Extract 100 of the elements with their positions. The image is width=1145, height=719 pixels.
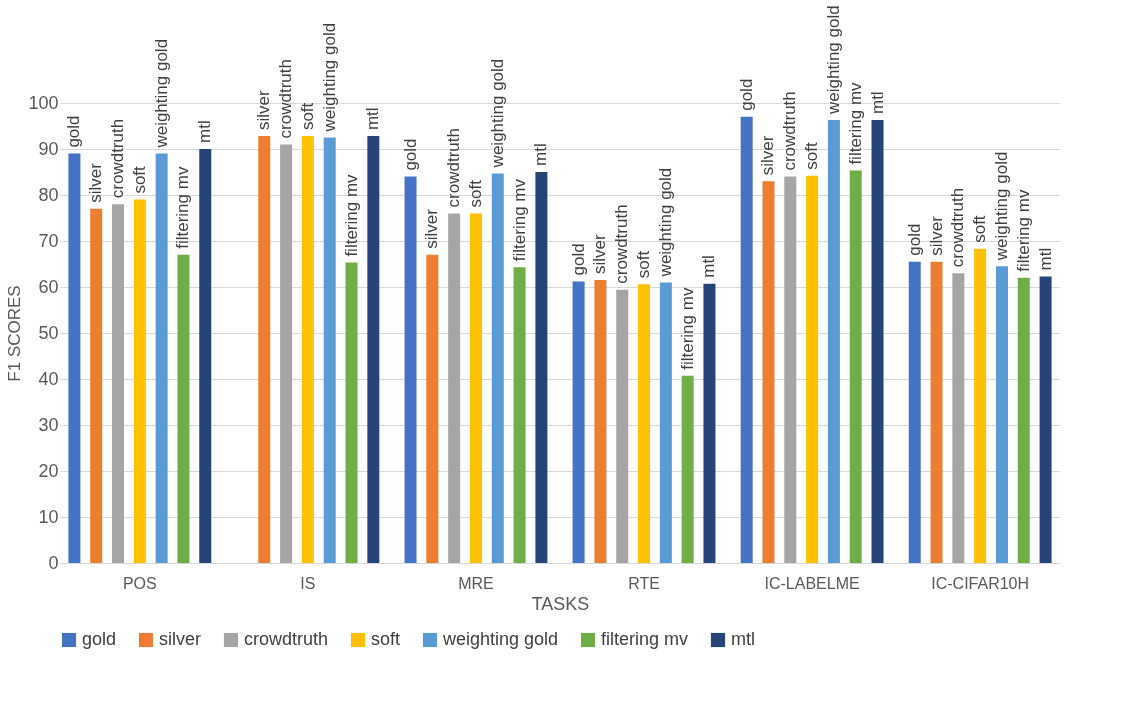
text: weighting gold — [991, 151, 1011, 261]
legend-label: soft — [371, 629, 401, 649]
y-tick-label: 90 — [38, 138, 59, 159]
text: weighting gold — [319, 22, 339, 132]
bar — [703, 283, 716, 563]
bar — [112, 204, 125, 563]
bar — [871, 120, 884, 563]
bar — [90, 208, 103, 563]
text: mtl — [195, 120, 215, 143]
text: soft — [129, 166, 149, 194]
legend-label: weighting gold — [442, 629, 559, 649]
text: mtl — [531, 143, 551, 166]
bar — [1039, 276, 1052, 563]
text: silver — [590, 234, 610, 275]
text: gold — [568, 243, 588, 276]
text: filtering mv — [173, 166, 193, 249]
bar — [535, 172, 548, 563]
bar — [638, 284, 651, 563]
bar — [784, 176, 797, 563]
bar — [258, 136, 271, 563]
text: filtering mv — [677, 287, 697, 370]
x-tick-label: IS — [300, 574, 316, 592]
bar — [908, 261, 921, 563]
text: gold — [904, 223, 924, 256]
x-tick-label: POS — [122, 574, 157, 592]
y-tick-label: 100 — [28, 92, 59, 113]
legend-label: silver — [159, 629, 202, 649]
bar — [1017, 277, 1030, 563]
bar — [68, 153, 81, 563]
bar — [849, 170, 862, 563]
text: mtl — [867, 91, 887, 115]
bar — [681, 375, 694, 563]
text: crowdtruth — [276, 59, 296, 139]
text: silver — [926, 216, 946, 256]
y-tick-label: 80 — [38, 184, 59, 205]
y-tick-label: 20 — [38, 460, 59, 481]
y-tick-label: 0 — [48, 552, 59, 573]
y-axis-title: F1 SCORES — [5, 285, 25, 382]
bar — [594, 280, 607, 563]
y-tick-label: 50 — [38, 322, 59, 343]
text: weighting gold — [151, 38, 171, 148]
text: gold — [736, 78, 756, 111]
text: soft — [634, 250, 654, 279]
text: mtl — [699, 255, 719, 278]
bar — [133, 199, 146, 563]
text: filtering mv — [1013, 189, 1033, 272]
bar — [301, 136, 314, 563]
bar — [404, 176, 417, 563]
text: weighting gold — [487, 58, 507, 168]
bar — [367, 136, 380, 563]
text: mtl — [363, 107, 383, 131]
text: soft — [802, 142, 822, 170]
bar — [762, 181, 775, 563]
text: crowdtruth — [780, 91, 800, 171]
bar — [974, 248, 987, 563]
text: soft — [970, 215, 990, 243]
text: filtering mv — [509, 179, 529, 262]
y-tick-label: 40 — [38, 368, 59, 389]
bar — [740, 116, 753, 563]
text: soft — [297, 102, 317, 131]
text: weighting gold — [823, 5, 843, 115]
bar — [199, 149, 212, 563]
bar — [155, 153, 168, 563]
bar — [469, 213, 482, 563]
text: crowdtruth — [948, 187, 968, 268]
bar — [491, 173, 504, 563]
bar — [513, 267, 526, 563]
text: weighting gold — [655, 167, 675, 277]
text: crowdtruth — [108, 118, 128, 199]
legend-label: filtering mv — [601, 629, 689, 649]
bar — [345, 262, 358, 563]
x-tick-label: MRE — [458, 574, 494, 592]
y-tick-label: 10 — [38, 506, 59, 527]
y-tick-label: 30 — [38, 414, 59, 435]
legend-label: mtl — [731, 629, 755, 649]
text: filtering mv — [845, 82, 865, 165]
text: crowdtruth — [612, 204, 632, 284]
bar — [448, 213, 461, 563]
text: silver — [254, 90, 274, 131]
text: filtering mv — [341, 174, 361, 257]
bar — [995, 266, 1008, 563]
text: soft — [465, 179, 485, 208]
bar — [426, 254, 439, 563]
text: silver — [758, 135, 778, 176]
text: silver — [86, 163, 106, 203]
bar — [616, 289, 629, 563]
y-tick-label: 60 — [38, 276, 59, 297]
x-tick-label: RTE — [628, 574, 660, 592]
bar — [930, 261, 943, 563]
text: crowdtruth — [444, 128, 464, 208]
bar — [806, 175, 819, 563]
x-tick-label: IC-CIFAR10H — [931, 574, 1030, 592]
bar — [572, 281, 585, 563]
bar — [323, 137, 336, 563]
bar — [827, 120, 840, 563]
text: silver — [422, 209, 442, 249]
text: mtl — [1035, 247, 1055, 271]
y-tick-label: 70 — [38, 230, 59, 251]
bar — [177, 254, 190, 563]
legend-label: crowdtruth — [244, 629, 329, 649]
